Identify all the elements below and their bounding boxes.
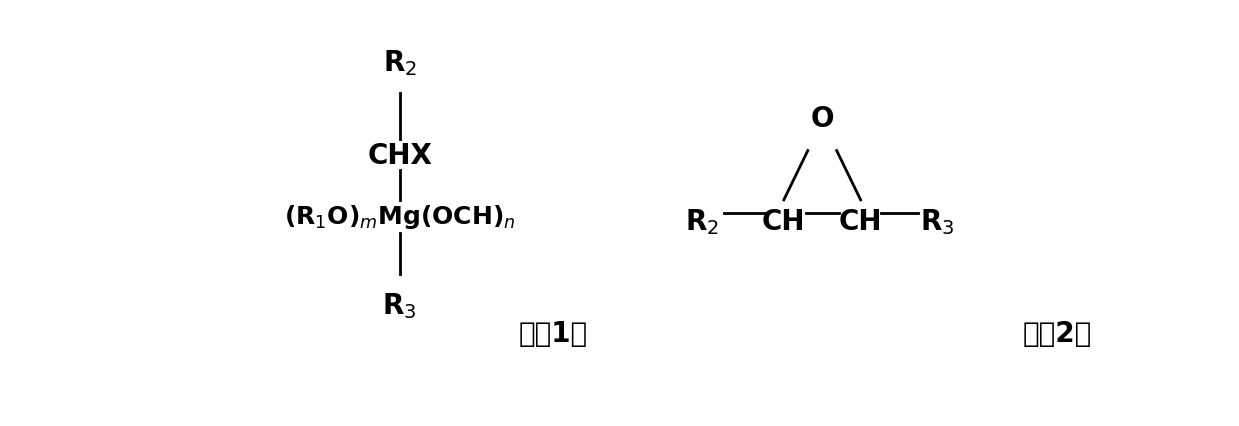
Text: R$_3$: R$_3$ (383, 291, 418, 320)
Text: 式（1）: 式（1） (519, 319, 589, 347)
Text: 式（2）: 式（2） (1023, 319, 1092, 347)
Text: (R$_1$O)$_m$Mg(OCH)$_n$: (R$_1$O)$_m$Mg(OCH)$_n$ (284, 203, 515, 231)
Text: R$_3$: R$_3$ (921, 207, 955, 236)
Text: CH: CH (762, 208, 805, 236)
Text: CHX: CHX (367, 142, 432, 170)
Text: R$_2$: R$_2$ (685, 207, 719, 236)
Text: R$_2$: R$_2$ (383, 48, 416, 78)
Text: O: O (810, 105, 834, 133)
Text: CH: CH (839, 208, 882, 236)
